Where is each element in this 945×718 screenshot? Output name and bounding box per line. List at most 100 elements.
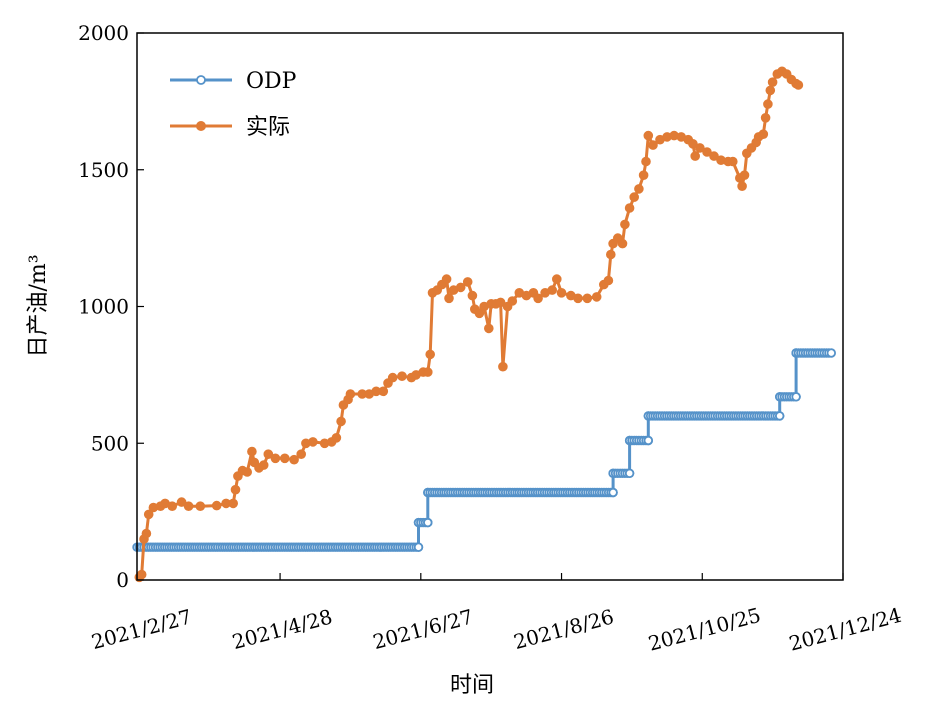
actual-point: [648, 140, 658, 150]
actual-point: [423, 367, 433, 377]
x-tick-label: 2021/12/24: [786, 603, 904, 656]
odp-point: [608, 487, 618, 498]
odp-point: [423, 517, 433, 528]
actual-point: [228, 498, 238, 509]
x-tick-label: 2021/2/27: [89, 604, 194, 654]
actual-point: [758, 129, 769, 139]
actual-point: [211, 500, 222, 511]
actual-point: [498, 361, 508, 372]
actual-point: [331, 433, 342, 443]
legend-odp-marker: [196, 75, 206, 85]
x-tick-label: 2021/8/26: [511, 604, 616, 654]
odp-point: [826, 348, 836, 358]
actual-point: [556, 288, 567, 298]
actual-point: [263, 449, 274, 460]
actual-point: [620, 219, 630, 230]
actual-point: [582, 293, 593, 304]
odp-point: [791, 392, 801, 402]
actual-point: [688, 139, 698, 149]
series-layer: [132, 66, 836, 583]
odp-point: [413, 542, 424, 552]
actual-point: [533, 293, 543, 304]
odp-point: [643, 435, 653, 446]
actual-point: [258, 460, 269, 470]
actual-point: [793, 80, 804, 90]
actual-point: [617, 238, 628, 249]
y-tick-label: 1500: [78, 158, 129, 182]
y-tick-label: 1000: [78, 295, 129, 319]
actual-point: [547, 285, 558, 295]
actual-point: [728, 156, 738, 167]
actual-point: [591, 292, 602, 302]
actual-point: [136, 569, 147, 580]
y-tick-label: 2000: [78, 21, 129, 45]
actual-point: [573, 293, 583, 304]
actual-point: [289, 454, 299, 465]
y-axis-label: 日产油/m³: [26, 254, 51, 357]
y-axis-ticks: 0 500 1000 1500 2000: [78, 21, 144, 592]
actual-point: [763, 99, 773, 109]
actual-point: [695, 143, 705, 153]
actual-point: [280, 453, 290, 464]
actual-point: [387, 372, 398, 383]
actual-point: [638, 170, 649, 180]
actual-point: [242, 467, 252, 477]
actual-point: [270, 453, 281, 464]
actual-point: [767, 77, 778, 87]
x-axis-ticks: 2021/2/27 2021/4/28 2021/6/27 2021/8/26 2021…: [89, 573, 904, 656]
actual-point: [603, 275, 614, 286]
legend-actual-label: 实际: [246, 115, 290, 140]
actual-point: [709, 151, 719, 161]
actual-point: [507, 296, 518, 306]
actual-point: [760, 113, 771, 123]
legend: ODP 实际: [170, 69, 297, 140]
actual-point: [441, 274, 452, 284]
actual-point: [296, 449, 307, 460]
actual-point: [624, 203, 635, 213]
y-tick-label: 0: [116, 568, 129, 592]
actual-point: [378, 386, 389, 397]
odp-point: [624, 468, 635, 478]
actual-point: [474, 308, 485, 319]
actual-point: [345, 389, 356, 399]
actual-point: [552, 274, 562, 284]
x-tick-label: 2021/10/25: [646, 603, 764, 656]
actual-point: [176, 497, 187, 507]
actual-point: [455, 282, 466, 293]
actual-point: [308, 437, 318, 447]
legend-odp-label: ODP: [246, 69, 297, 94]
actual-point: [643, 130, 654, 141]
actual-point: [467, 290, 478, 301]
x-tick-label: 2021/4/28: [230, 604, 335, 654]
actual-point: [183, 501, 194, 512]
actual-point: [634, 184, 644, 194]
actual-point: [247, 446, 257, 457]
x-axis-label: 时间: [450, 673, 494, 698]
actual-point: [143, 509, 154, 520]
actual-point: [167, 501, 177, 512]
actual-point: [444, 293, 454, 304]
actual-point: [230, 484, 241, 495]
actual-point: [641, 156, 651, 167]
actual-point: [484, 323, 494, 334]
actual-point: [737, 181, 747, 191]
actual-point: [397, 371, 407, 382]
legend-actual-marker: [196, 121, 206, 131]
actual-point: [606, 249, 616, 260]
actual-point: [195, 501, 206, 512]
actual-point: [425, 349, 436, 360]
x-tick-label: 2021/6/27: [370, 604, 475, 654]
actual-point: [690, 151, 701, 161]
odp-point: [775, 411, 785, 421]
actual-point: [495, 297, 506, 308]
actual-point: [702, 147, 712, 157]
actual-point: [629, 192, 640, 202]
actual-point: [765, 85, 776, 96]
plot-frame: [136, 32, 844, 581]
actual-point: [336, 416, 346, 427]
actual-point: [141, 528, 152, 539]
y-tick-label: 500: [91, 431, 129, 455]
actual-point: [462, 277, 473, 287]
actual-point: [739, 170, 750, 180]
